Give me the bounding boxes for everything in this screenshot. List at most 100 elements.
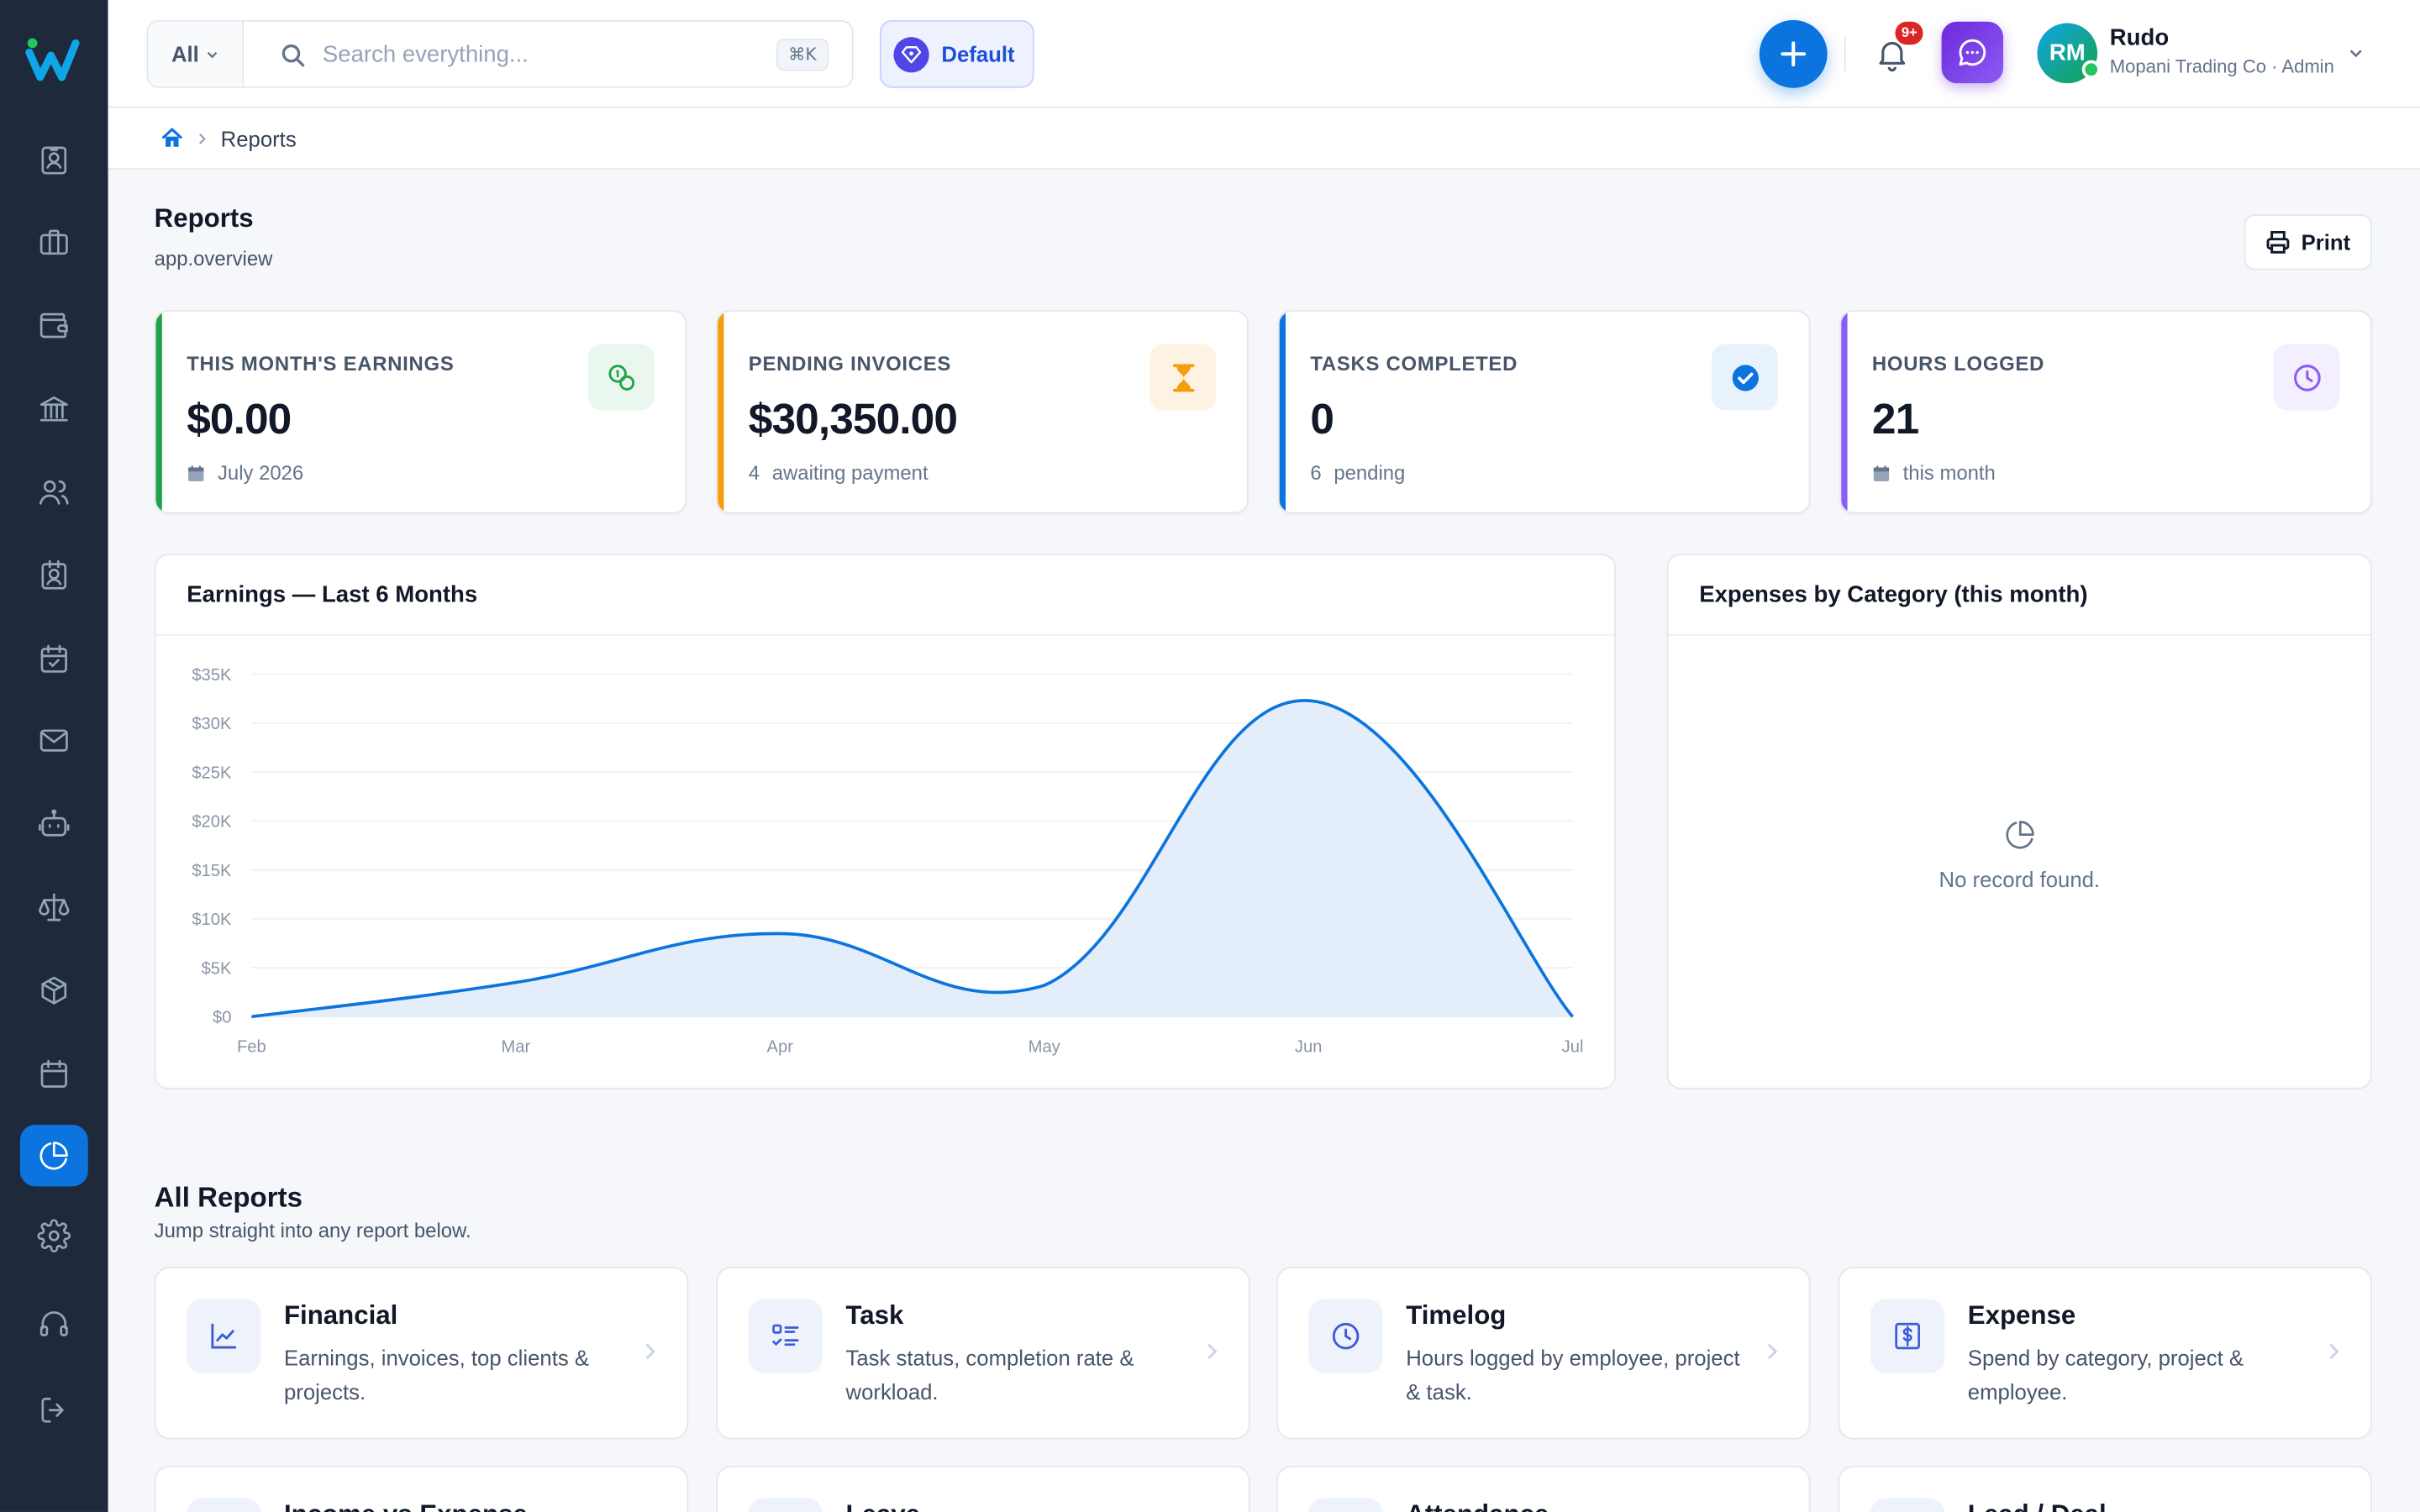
- report-card-task[interactable]: Task Task status, completion rate & work…: [716, 1266, 1250, 1440]
- y-tick-label: $20K: [192, 813, 232, 832]
- sidebar-item-logout[interactable]: [20, 1379, 88, 1441]
- report-card-financial[interactable]: Financial Earnings, invoices, top client…: [154, 1266, 689, 1440]
- home-icon[interactable]: [160, 127, 184, 150]
- stat-label: HOURS LOGGED: [1871, 351, 2045, 375]
- x-tick-label: Jul: [1562, 1038, 1584, 1057]
- breadcrumb-current: Reports: [220, 125, 297, 151]
- stat-accent-bar: [155, 312, 162, 512]
- headset-icon: [39, 1311, 68, 1336]
- chevron-down-icon[interactable]: [2348, 45, 2365, 61]
- stat-value: $30,350.00: [748, 395, 958, 444]
- empty-state-text: No record found.: [1939, 867, 2101, 892]
- report-card-expense[interactable]: Expense Spend by category, project & emp…: [1838, 1266, 2373, 1440]
- chat-bubble-icon: [1959, 39, 1986, 66]
- sidebar-item-projects[interactable]: [20, 212, 88, 273]
- y-tick-label: $15K: [192, 862, 232, 880]
- header-divider: [1844, 37, 1846, 71]
- report-card-leave[interactable]: Leave: [716, 1465, 1250, 1512]
- report-card-title: Financial: [283, 1300, 398, 1331]
- sidebar-item-employees[interactable]: [20, 544, 88, 606]
- all-reports-title: All Reports: [154, 1181, 303, 1213]
- earnings-point-jun[interactable]: [1299, 691, 1318, 710]
- report-icon-box: [748, 1498, 823, 1512]
- stat-accent-bar: [1841, 312, 1848, 512]
- y-tick-label: $10K: [192, 911, 232, 929]
- earnings-point-apr[interactable]: [771, 924, 789, 942]
- gear-icon: [37, 1219, 71, 1252]
- reports-pie-icon: [39, 1142, 68, 1170]
- dollar-receipt-icon: [1895, 1322, 1920, 1350]
- calendar-check-icon: [40, 644, 67, 673]
- calendar-icon: [40, 1059, 67, 1088]
- x-tick-label: May: [1028, 1038, 1061, 1057]
- stat-card-hours-logged: HOURS LOGGED 21 this month: [1839, 310, 2373, 514]
- printer-icon: [2266, 230, 2290, 254]
- clock-icon: [2293, 364, 2320, 391]
- sidebar-item-tasks[interactable]: [20, 628, 88, 690]
- breadcrumb: Reports: [108, 108, 2420, 171]
- earnings-point-jul[interactable]: [1564, 1007, 1582, 1026]
- chevron-down-icon: [207, 50, 218, 58]
- workspace-switcher-button[interactable]: Default: [879, 19, 1034, 88]
- sidebar-item-products[interactable]: [20, 959, 88, 1021]
- hourglass-icon: [1171, 363, 1194, 391]
- search-input[interactable]: [322, 21, 755, 87]
- print-button[interactable]: Print: [2244, 214, 2373, 270]
- report-card-title: Lead / Deal: [1968, 1499, 2107, 1512]
- app-logo[interactable]: [24, 34, 83, 83]
- y-tick-label: $35K: [192, 666, 232, 685]
- report-card-lead-deal[interactable]: Lead / Deal: [1838, 1465, 2373, 1512]
- report-icon-box: [1870, 1498, 1945, 1512]
- stat-footer-text: July 2026: [217, 461, 304, 485]
- sidebar-item-calendar[interactable]: [20, 1043, 88, 1105]
- stat-value: 21: [1871, 395, 1919, 444]
- earnings-point-mar[interactable]: [507, 974, 525, 992]
- stat-accent-bar: [718, 312, 724, 512]
- report-card-timelog[interactable]: Timelog Hours logged by employee, projec…: [1276, 1266, 1811, 1440]
- stat-card-tasks-completed: TASKS COMPLETED 0 6 pending: [1277, 310, 1811, 514]
- sidebar-item-legal[interactable]: [20, 876, 88, 937]
- report-card-attendance[interactable]: Attendance: [1276, 1465, 1811, 1512]
- chat-button[interactable]: [1941, 21, 2004, 84]
- stat-value: $0.00: [187, 395, 292, 444]
- quick-add-button[interactable]: [1759, 19, 1828, 88]
- sidebar-item-reports[interactable]: [19, 1124, 88, 1187]
- report-card-desc: Earnings, invoices, top clients & projec…: [283, 1345, 589, 1404]
- stat-footer: 6 pending: [1310, 461, 1405, 485]
- search-scope-select[interactable]: All: [148, 21, 245, 87]
- sidebar-item-automation[interactable]: [20, 793, 88, 854]
- sidebar-item-settings[interactable]: [20, 1205, 88, 1266]
- earnings-point-feb[interactable]: [242, 1007, 260, 1026]
- x-tick-label: Mar: [501, 1038, 530, 1057]
- earnings-panel-title: Earnings — Last 6 Months: [155, 555, 1615, 636]
- id-badge-icon: [41, 559, 67, 590]
- sidebar-item-support[interactable]: [20, 1293, 88, 1354]
- sidebar-item-people[interactable]: [20, 461, 88, 522]
- sidebar-item-finance[interactable]: [20, 295, 88, 356]
- user-name[interactable]: Rudo: [2109, 24, 2170, 51]
- scale-icon: [39, 893, 70, 921]
- stat-footer-text: pending: [1334, 461, 1406, 485]
- bell-icon[interactable]: [1874, 35, 1911, 72]
- earnings-point-may[interactable]: [1035, 976, 1054, 995]
- stat-footer: July 2026: [187, 461, 303, 485]
- report-card-title: Income vs Expense: [284, 1499, 528, 1512]
- sidebar-item-banking[interactable]: [20, 378, 88, 439]
- report-card-income-vs-expense[interactable]: Income vs Expense: [154, 1465, 689, 1512]
- expenses-panel: Expenses by Category (this month) No rec…: [1666, 554, 2373, 1089]
- report-card-desc: Spend by category, project & employee.: [1967, 1345, 2244, 1404]
- stat-card-earnings: THIS MONTH'S EARNINGS $0.00 July 2026: [154, 310, 687, 514]
- sidebar-item-mail[interactable]: [20, 710, 88, 771]
- report-card-title: Expense: [1967, 1300, 2076, 1331]
- earnings-chart-panel: Earnings — Last 6 Months $0 $5K $10K $15K $2…: [154, 554, 1617, 1089]
- report-icon-box: [1870, 1299, 1945, 1373]
- stat-footer-text: awaiting payment: [771, 461, 929, 485]
- page-subtitle: app.overview: [154, 246, 273, 270]
- bank-icon: [39, 396, 68, 422]
- report-icon-box: [748, 1299, 823, 1373]
- stat-label: TASKS COMPLETED: [1310, 351, 1518, 375]
- search-icon: [281, 44, 305, 67]
- sidebar-item-contacts[interactable]: [20, 129, 88, 191]
- clock-icon: [1332, 1322, 1360, 1350]
